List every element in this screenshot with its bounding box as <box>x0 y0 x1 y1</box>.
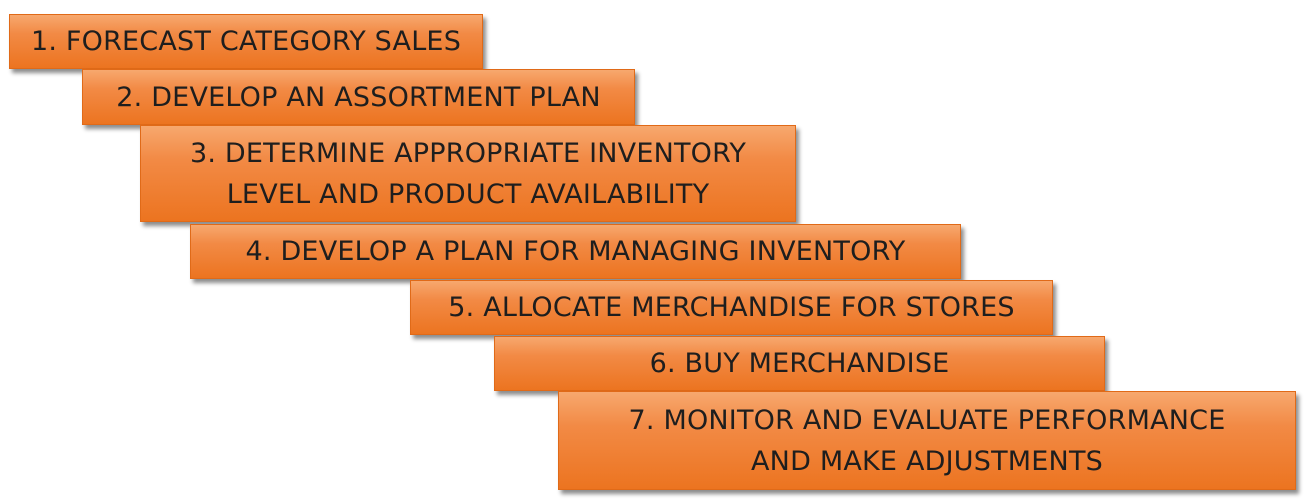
step-2-label: 2. DEVELOP AN ASSORTMENT PLAN <box>116 81 601 113</box>
step-5-label: 5. ALLOCATE MERCHANDISE FOR STORES <box>448 292 1015 323</box>
step-6-box: 6. BUY MERCHANDISE <box>494 336 1105 391</box>
step-1-label: 1. FORECAST CATEGORY SALES <box>30 26 462 57</box>
step-7-label-line-2: AND MAKE ADJUSTMENTS <box>751 445 1103 477</box>
step-4-label: 4. DEVELOP A PLAN FOR MANAGING INVENTORY <box>245 236 906 267</box>
step-2-box: 2. DEVELOP AN ASSORTMENT PLAN <box>82 69 635 125</box>
step-3-label-line-1: 3. DETERMINE APPROPRIATE INVENTORY <box>189 137 747 169</box>
step-6-label: 6. BUY MERCHANDISE <box>649 348 950 379</box>
step-5-box: 5. ALLOCATE MERCHANDISE FOR STORES <box>410 280 1053 335</box>
step-1-box: 1. FORECAST CATEGORY SALES <box>9 14 483 69</box>
step-7-label-line-1: 7. MONITOR AND EVALUATE PERFORMANCE <box>628 404 1226 436</box>
step-3-label-line-2: LEVEL AND PRODUCT AVAILABILITY <box>226 178 710 210</box>
step-3-box: 3. DETERMINE APPROPRIATE INVENTORY LEVEL… <box>140 125 796 222</box>
step-7-box: 7. MONITOR AND EVALUATE PERFORMANCE AND … <box>558 391 1296 490</box>
step-4-box: 4. DEVELOP A PLAN FOR MANAGING INVENTORY <box>190 224 961 279</box>
